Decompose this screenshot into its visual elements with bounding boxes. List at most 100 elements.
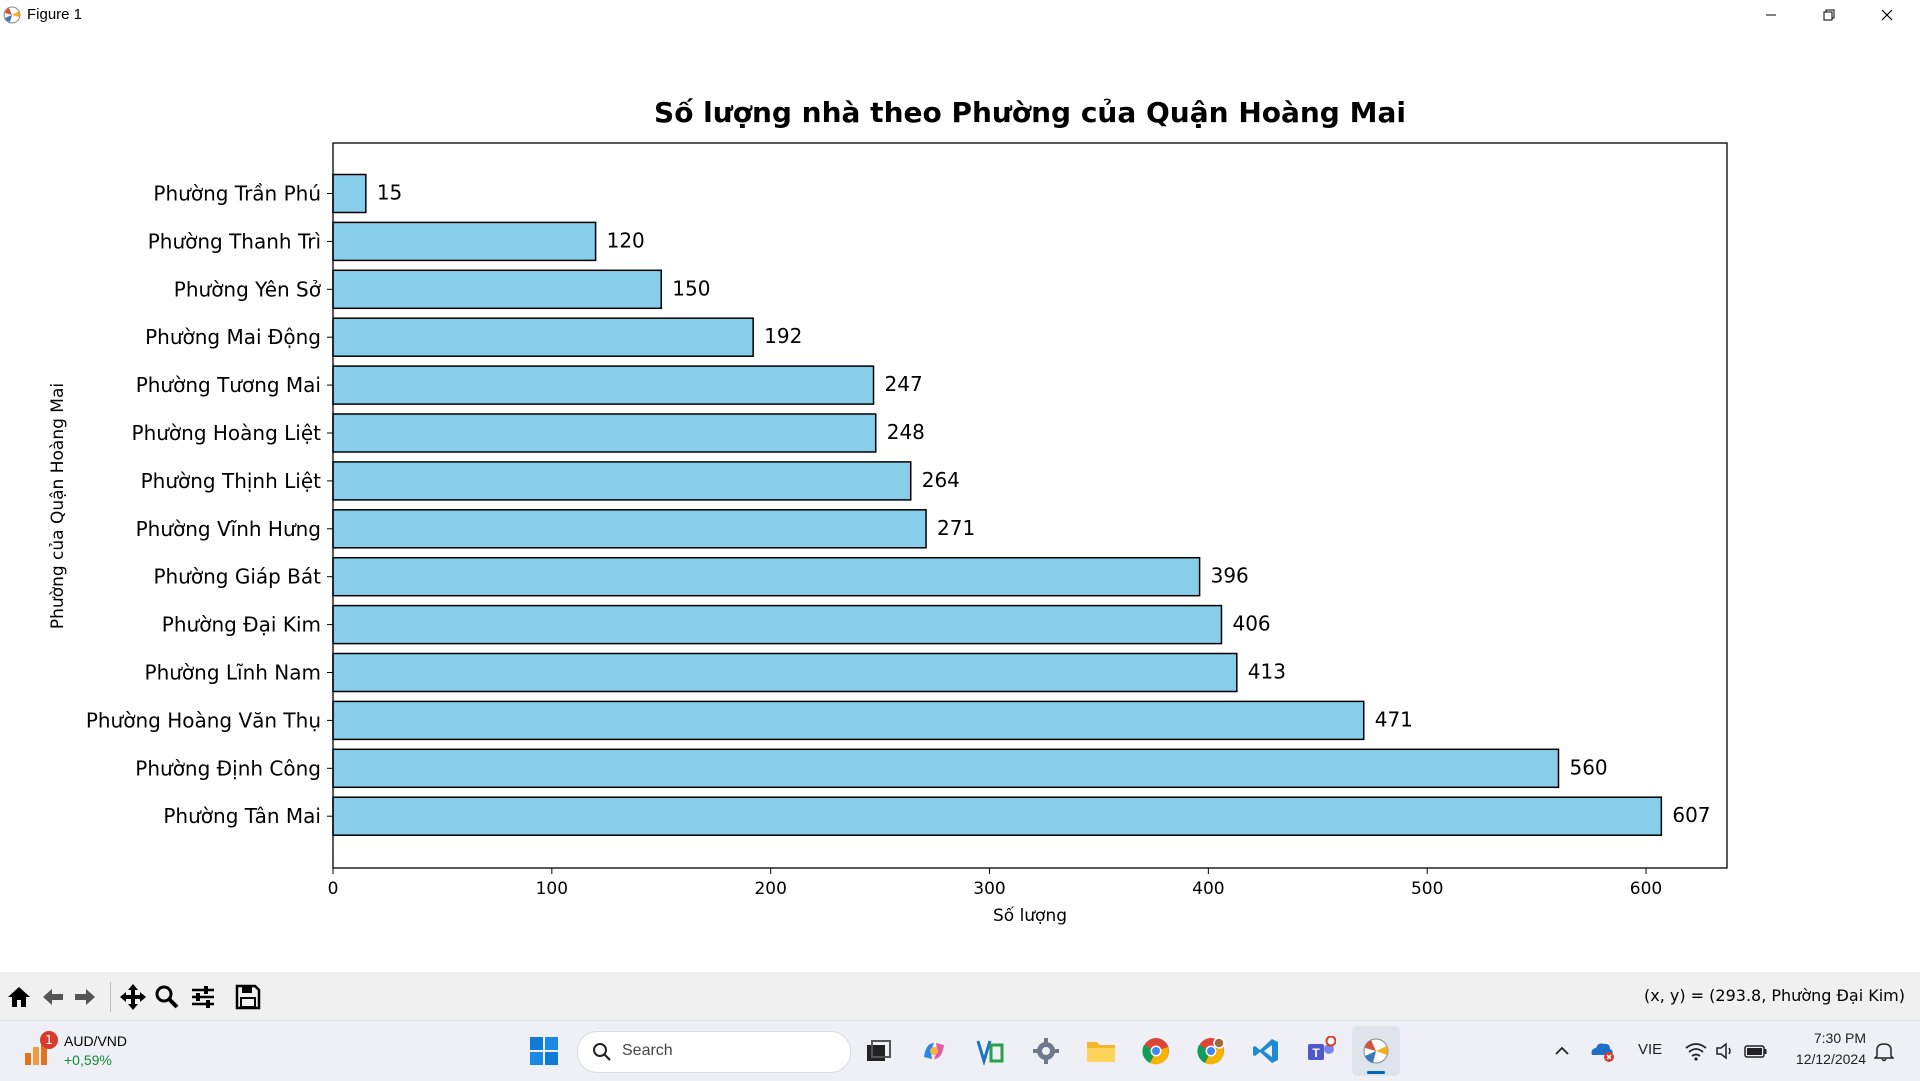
- y-tick-label: Phường Yên Sở: [174, 277, 322, 301]
- bar: [332, 748, 1560, 789]
- stock-chart-icon: [25, 1041, 47, 1065]
- onedrive-button[interactable]: [1586, 1035, 1618, 1067]
- pan-button[interactable]: [118, 982, 148, 1012]
- start-button[interactable]: [528, 1035, 560, 1067]
- matplotlib-taskbar-button[interactable]: [1352, 1026, 1400, 1076]
- notifications-button[interactable]: [1868, 1035, 1900, 1067]
- home-button[interactable]: [4, 982, 34, 1012]
- wifi-button[interactable]: [1680, 1035, 1712, 1067]
- bar: [332, 652, 1238, 693]
- data-label: 248: [887, 420, 925, 444]
- save-button[interactable]: [233, 982, 263, 1012]
- bar: [332, 796, 1663, 836]
- plot-frame: [332, 142, 1728, 869]
- y-tick-label: Phường Thanh Trì: [148, 229, 321, 253]
- data-label: 471: [1375, 707, 1413, 731]
- bar: [332, 365, 875, 405]
- x-axis-label: Số lượng: [993, 905, 1067, 926]
- y-tick-label: Phường Đại Kim: [162, 613, 321, 637]
- cloud-error-icon: [1591, 1043, 1614, 1062]
- task-view-button[interactable]: [862, 1035, 894, 1067]
- figure-canvas[interactable]: Số lượng nhà theo Phường của Quận Hoàng …: [0, 30, 1920, 972]
- language-indicator[interactable]: VIE: [1638, 1041, 1663, 1058]
- task-view-icon: [867, 1040, 891, 1061]
- gear-icon: [1033, 1038, 1059, 1064]
- arrow-right-icon: [75, 989, 95, 1005]
- data-label: 150: [672, 276, 710, 300]
- x-tick-label: 400: [1192, 879, 1224, 899]
- bar: [332, 317, 754, 357]
- notification-badge: 1: [40, 1031, 58, 1049]
- chrome-profile-button[interactable]: [1195, 1035, 1227, 1067]
- x-tick-label: 600: [1630, 879, 1662, 899]
- data-label: 406: [1232, 612, 1270, 636]
- back-button[interactable]: [38, 982, 68, 1012]
- y-axis-label: Phường của Quận Hoàng Mai: [48, 383, 68, 629]
- bar: [332, 461, 912, 501]
- data-label: 120: [607, 228, 645, 252]
- chrome-button[interactable]: [1140, 1035, 1172, 1067]
- copilot-icon: [924, 1043, 944, 1059]
- clock-time[interactable]: 7:30 PM: [1813, 1030, 1866, 1046]
- volume-button[interactable]: [1710, 1035, 1742, 1067]
- show-hidden-icons-button[interactable]: [1546, 1035, 1578, 1067]
- taskbar-search[interactable]: Search: [577, 1031, 851, 1073]
- x-tick-label: 300: [973, 879, 1005, 899]
- y-tick-label: Phường Thịnh Liệt: [141, 469, 322, 493]
- bar: [332, 700, 1365, 741]
- data-label: 192: [764, 324, 802, 348]
- arrow-left-icon: [43, 989, 63, 1005]
- stock-widget[interactable]: 1 AUD/VND +0,59%: [20, 1031, 140, 1071]
- teams-button[interactable]: T: [1305, 1035, 1337, 1067]
- y-tick-label: Phường Lĩnh Nam: [145, 661, 321, 685]
- battery-button[interactable]: [1740, 1035, 1772, 1067]
- widget-title: AUD/VND: [64, 1033, 128, 1049]
- window-titlebar: Figure 1: [0, 0, 1920, 30]
- forward-button[interactable]: [70, 982, 100, 1012]
- vscode-icon: [1253, 1039, 1278, 1063]
- y-tick-label: Phường Hoàng Liệt: [132, 421, 322, 445]
- bar: [332, 221, 597, 262]
- minimize-button[interactable]: [1742, 0, 1800, 30]
- bar: [332, 269, 663, 310]
- app-button-vs[interactable]: [974, 1035, 1006, 1067]
- chevron-up-icon: [1555, 1046, 1569, 1055]
- magnifier-icon: [155, 985, 179, 1009]
- bar-chart: Số lượng nhà theo Phường của Quận Hoàng …: [48, 96, 1728, 926]
- chart-title: Số lượng nhà theo Phường của Quận Hoàng …: [654, 96, 1406, 129]
- teams-icon: T: [1308, 1036, 1336, 1060]
- x-ticks: 0 100 200 300 400 500 600: [328, 868, 1662, 899]
- data-label: 396: [1211, 564, 1249, 588]
- windows-logo-icon: [530, 1037, 558, 1065]
- x-tick-label: 0: [328, 879, 339, 899]
- figure-toolbar: (x, y) = (293.8, Phường Đại Kim): [0, 972, 1920, 1020]
- y-tick-label: Phường Hoàng Văn Thụ: [86, 708, 321, 732]
- toolbar-separator: [110, 982, 111, 1012]
- bar: [332, 509, 927, 549]
- file-explorer-button[interactable]: [1085, 1035, 1117, 1067]
- settings-button[interactable]: [1030, 1035, 1062, 1067]
- minimize-icon: [1766, 14, 1776, 16]
- configure-subplots-button[interactable]: [188, 982, 218, 1012]
- data-label: 15: [377, 181, 402, 205]
- speaker-icon: [1716, 1042, 1731, 1060]
- close-icon: [1881, 9, 1893, 21]
- bars-group: 15 120 150 192 247 248 264 271 396 406 413 471 560 60…: [332, 173, 1711, 836]
- restore-button[interactable]: [1800, 0, 1858, 30]
- wifi-icon: [1685, 1043, 1707, 1061]
- x-tick-label: 200: [754, 879, 786, 899]
- y-tick-labels: Phường Trần Phú Phường Thanh Trì Phường Yê…: [86, 182, 333, 828]
- clock-date[interactable]: 12/12/2024: [1795, 1051, 1866, 1067]
- copilot-button[interactable]: [918, 1035, 950, 1067]
- chrome-profile-icon: [1197, 1037, 1225, 1065]
- matplotlib-icon: [1363, 1038, 1389, 1064]
- vscode-button[interactable]: [1250, 1035, 1282, 1067]
- close-button[interactable]: [1858, 0, 1916, 30]
- x-tick-label: 500: [1411, 879, 1443, 899]
- zoom-button[interactable]: [152, 982, 182, 1012]
- bar: [332, 556, 1201, 597]
- widget-change: +0,59%: [64, 1052, 112, 1068]
- search-placeholder: Search: [622, 1042, 673, 1059]
- chrome-icon: [1142, 1038, 1169, 1065]
- y-tick-label: Phường Tân Mai: [163, 804, 321, 828]
